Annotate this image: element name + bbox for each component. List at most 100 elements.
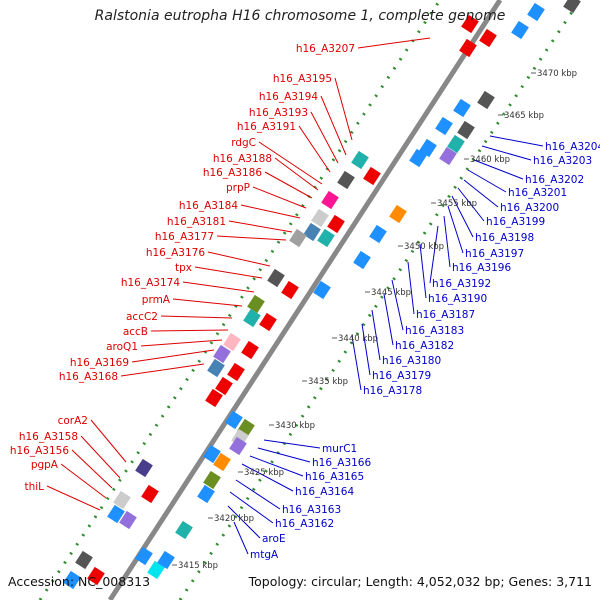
forward-gene-arrow: [321, 190, 339, 210]
reverse-leader-line: [451, 195, 474, 238]
reverse-gene-arrow: [389, 204, 407, 224]
accession-text: Accession: NC_008313: [8, 574, 151, 589]
reverse-leader-line: [227, 505, 261, 539]
forward-gene-label: h16_A3158: [19, 431, 78, 443]
reverse-leader-line: [233, 521, 249, 555]
reverse-gene-arrow: [447, 134, 465, 154]
forward-gene-arrow: [337, 170, 355, 190]
reverse-gene-arrow: [563, 0, 581, 14]
reverse-leader-line: [257, 447, 311, 463]
forward-gene-label: h16_A3188: [213, 153, 272, 165]
reverse-gene-arrow: [135, 546, 153, 566]
forward-leader-line: [90, 419, 127, 463]
forward-leader-line: [60, 463, 107, 499]
reverse-gene-arrow: [229, 436, 247, 456]
reverse-leader-line: [361, 323, 371, 376]
reverse-gene-label: aroE: [262, 533, 286, 545]
reverse-gene-arrow: [147, 560, 165, 580]
forward-leader-line: [172, 298, 243, 307]
reverse-gene-arrow: [225, 410, 243, 430]
forward-gene-label: corA2: [58, 415, 88, 427]
reverse-gene-label: mtgA: [250, 549, 279, 561]
forward-strand-genes: [63, 14, 497, 590]
scale-tick-label: 3425 kbp: [244, 468, 284, 478]
reverse-gene-label: h16_A3202: [525, 174, 584, 186]
reverse-leader-line: [481, 145, 532, 161]
forward-gene-arrow: [215, 376, 233, 396]
reverse-gene-arrow: [419, 138, 437, 158]
forward-gene-label: rdgC: [231, 137, 256, 149]
forward-gene-label: h16_A3193: [249, 107, 308, 119]
forward-gene-label: h16_A3191: [237, 121, 296, 133]
reverse-gene-label: h16_A3200: [500, 202, 559, 214]
forward-gene-label: aroQ1: [106, 341, 138, 353]
forward-gene-arrow: [317, 228, 335, 248]
forward-gene-label: prmA: [142, 294, 171, 306]
reverse-gene-label: murC1: [322, 443, 357, 455]
reverse-gene-arrow: [457, 120, 475, 140]
forward-gene-arrow: [205, 388, 223, 408]
forward-leader-line: [160, 315, 233, 319]
reverse-gene-label: h16_A3190: [428, 293, 487, 305]
reverse-leader-line: [429, 225, 439, 284]
forward-gene-arrow: [227, 362, 245, 382]
scale-tick-label: 3415 kbp: [178, 561, 218, 571]
scale-tick-label: 3435 kbp: [308, 377, 348, 387]
forward-gene-arrow: [363, 166, 381, 186]
forward-gene-label: prpP: [226, 182, 250, 194]
forward-gene-label: pgpA: [31, 459, 59, 471]
reverse-gene-label: h16_A3179: [372, 370, 431, 382]
scale-tick-label: 3460 kbp: [470, 155, 510, 165]
forward-leader-line: [140, 339, 223, 347]
reverse-gene-arrow: [213, 452, 231, 472]
reverse-gene-arrow: [203, 470, 221, 490]
forward-leader-line: [71, 449, 113, 489]
forward-gene-arrow: [135, 458, 153, 478]
forward-gene-label: h16_A3181: [167, 216, 226, 228]
forward-gene-arrow: [311, 208, 329, 228]
reverse-gene-label: h16_A3180: [382, 355, 441, 367]
scale-tick-label: 3450 kbp: [404, 242, 444, 252]
reverse-gene-arrow: [409, 148, 427, 168]
forward-gene-label: h16_A3169: [70, 357, 129, 369]
scale-tick-label: 3455 kbp: [437, 199, 477, 209]
forward-leader-line: [264, 171, 313, 199]
reverse-gene-arrow: [157, 550, 175, 570]
reverse-gene-arrow: [203, 444, 221, 464]
forward-leader-line: [120, 363, 205, 377]
reverse-strand-genes: [135, 0, 581, 580]
forward-gene-arrow: [241, 340, 259, 360]
forward-gene-arrow: [141, 484, 159, 504]
forward-leader-line: [274, 157, 319, 191]
forward-gene-label: h16_A3194: [259, 91, 318, 103]
reverse-gene-label: h16_A3204: [545, 141, 600, 153]
reverse-gene-label: h16_A3162: [275, 518, 334, 530]
reverse-gene-arrow: [439, 146, 457, 166]
scale-tick-label: 3440 kbp: [338, 334, 378, 344]
reverse-leader-line: [391, 279, 404, 331]
forward-leader-line: [334, 77, 353, 141]
forward-leader-line: [80, 435, 121, 479]
forward-gene-arrow: [119, 510, 137, 530]
reverse-gene-label: h16_A3163: [282, 504, 341, 516]
reverse-gene-arrow: [527, 2, 545, 22]
reverse-gene-arrow: [477, 90, 495, 110]
reverse-leader-line: [241, 463, 294, 492]
reverse-leader-line: [443, 215, 451, 268]
reverse-leader-line: [235, 479, 281, 510]
forward-gene-arrow: [87, 566, 105, 586]
forward-leader-line: [252, 186, 307, 209]
forward-gene-arrow: [459, 38, 477, 58]
scale-tick-label: 3420 kbp: [214, 514, 254, 524]
reverse-gene-arrow: [313, 280, 331, 300]
reverse-gene-label: h16_A3196: [452, 262, 511, 274]
forward-gene-label: h16_A3156: [10, 445, 69, 457]
reverse-gene-label: h16_A3165: [305, 471, 364, 483]
forward-leader-line: [46, 485, 101, 511]
scale-ticks: 3415 kbp 3420 kbp 3425 kbp 3430 kbp 3435 kbp…: [172, 69, 577, 571]
forward-gene-arrow: [289, 228, 307, 248]
forward-leader-line: [216, 235, 287, 241]
forward-gene-arrow: [303, 222, 321, 242]
reverse-gene-label: h16_A3201: [508, 187, 567, 199]
